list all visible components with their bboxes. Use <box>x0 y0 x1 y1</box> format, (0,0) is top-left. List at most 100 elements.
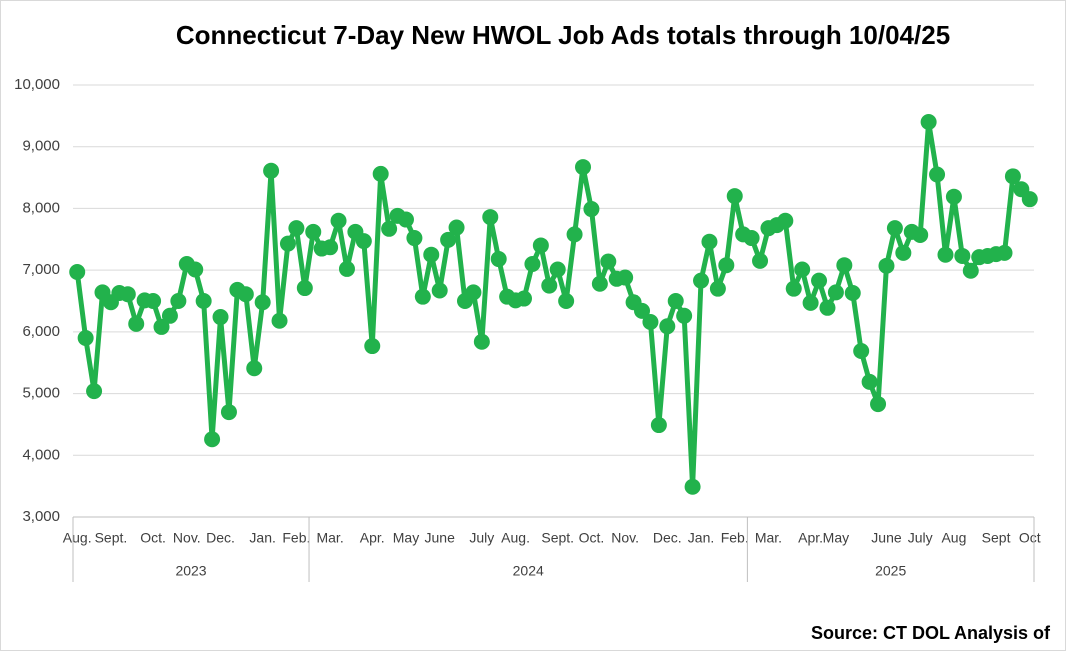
data-point <box>794 261 811 278</box>
year-label: 2024 <box>513 563 544 579</box>
data-point <box>870 396 887 413</box>
data-point <box>271 312 288 329</box>
data-point <box>549 261 566 278</box>
data-point <box>836 257 853 274</box>
data-point <box>263 162 280 179</box>
data-point <box>819 299 836 316</box>
data-point <box>145 293 162 309</box>
data-point <box>515 290 532 307</box>
year-label: 2025 <box>875 563 906 579</box>
y-tick-label: 10,000 <box>14 76 60 93</box>
x-tick-label: Mar. <box>755 530 782 546</box>
x-tick-label: June <box>425 530 456 546</box>
data-point <box>726 188 743 205</box>
data-point <box>448 219 465 236</box>
x-tick-label: Sept <box>982 530 1011 546</box>
data-point <box>288 220 305 237</box>
data-point <box>693 272 710 289</box>
data-point <box>600 253 617 270</box>
x-tick-label: Oct. <box>579 530 605 546</box>
data-point <box>541 277 558 294</box>
data-point <box>482 209 499 226</box>
data-point <box>414 288 431 305</box>
data-point <box>684 478 701 495</box>
data-point <box>187 261 204 278</box>
data-point <box>583 201 600 218</box>
data-point <box>996 244 1013 261</box>
x-tick-label: Jan. <box>688 530 714 546</box>
data-point <box>355 233 372 250</box>
data-point <box>440 231 457 248</box>
data-point <box>246 360 263 377</box>
data-point <box>254 294 271 311</box>
x-tick-label: Sept. <box>95 530 128 546</box>
data-point <box>709 280 726 297</box>
data-point <box>279 235 296 252</box>
x-tick-label: July <box>469 530 494 546</box>
x-tick-label: Nov. <box>173 530 201 546</box>
x-tick-label: Dec. <box>653 530 682 546</box>
y-tick-label: 8,000 <box>22 199 60 216</box>
y-tick-label: 9,000 <box>22 138 60 155</box>
x-tick-label: Feb. <box>282 530 310 546</box>
x-tick-label: Dec. <box>206 530 235 546</box>
data-point <box>397 211 414 228</box>
data-point <box>212 309 229 326</box>
x-tick-label: July <box>908 530 933 546</box>
data-point <box>77 330 94 347</box>
x-tick-label: Aug. <box>63 530 92 546</box>
data-point <box>634 302 651 319</box>
x-tick-label: May <box>823 530 849 546</box>
x-tick-label: Apr. <box>360 530 385 546</box>
x-tick-label: June <box>871 530 902 546</box>
data-point <box>86 383 103 400</box>
data-point <box>954 247 971 264</box>
data-point <box>937 246 954 263</box>
data-point <box>676 307 693 324</box>
data-point <box>962 262 979 279</box>
data-point <box>524 255 541 272</box>
data-point <box>161 307 178 324</box>
source-note: Source: CT DOL Analysis of <box>811 623 1051 643</box>
data-point <box>777 212 794 229</box>
data-point <box>878 257 895 274</box>
data-point <box>153 318 170 335</box>
data-point <box>811 272 828 289</box>
data-point <box>667 293 684 309</box>
y-tick-label: 4,000 <box>22 446 60 463</box>
data-point <box>170 293 187 309</box>
data-point <box>338 260 355 277</box>
data-point <box>844 284 861 301</box>
data-point <box>718 257 735 274</box>
data-point <box>473 333 490 350</box>
data-point <box>364 338 381 355</box>
data-point <box>785 280 802 297</box>
y-tick-label: 7,000 <box>22 261 60 278</box>
data-point <box>886 220 903 237</box>
data-point <box>204 431 221 448</box>
y-tick-label: 5,000 <box>22 385 60 402</box>
x-tick-label: Sept. <box>541 530 574 546</box>
data-point <box>490 251 507 268</box>
data-point <box>296 280 313 297</box>
data-point <box>69 263 86 280</box>
data-point <box>701 233 718 250</box>
data-point <box>912 226 929 243</box>
data-point <box>381 220 398 237</box>
data-point <box>1021 191 1038 208</box>
data-point <box>305 223 322 240</box>
y-tick-label: 3,000 <box>22 508 60 525</box>
data-point <box>945 188 962 205</box>
chart-title: Connecticut 7-Day New HWOL Job Ads total… <box>176 20 950 50</box>
data-point <box>929 166 946 183</box>
data-point <box>827 284 844 301</box>
data-point <box>423 246 440 263</box>
x-tick-label: Aug. <box>501 530 530 546</box>
data-point <box>920 114 937 131</box>
x-tick-label: Mar. <box>316 530 343 546</box>
data-point <box>575 159 592 176</box>
data-point <box>532 237 549 254</box>
data-point <box>128 315 145 332</box>
